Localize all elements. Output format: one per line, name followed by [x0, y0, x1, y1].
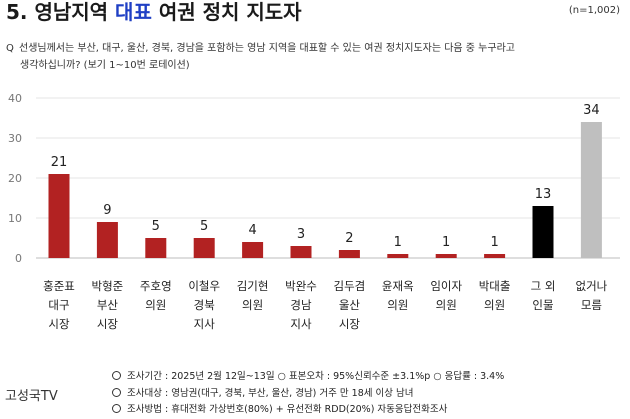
- data-label: 5: [200, 219, 208, 234]
- method-line-1: 조사기간 : 2025년 2월 12일~13일 ○ 표본오차 : 95%신뢰수준…: [112, 369, 504, 386]
- title-suffix: 여권 정치 지도자: [151, 0, 302, 24]
- data-label: 2: [345, 231, 353, 246]
- bar: [435, 254, 457, 258]
- survey-methods: 조사기간 : 2025년 2월 12일~13일 ○ 표본오차 : 95%신뢰수준…: [112, 369, 504, 419]
- data-label: 1: [490, 235, 498, 250]
- bar: [145, 238, 167, 258]
- y-tick-label: 40: [8, 92, 22, 105]
- x-tick-label: 경남: [290, 298, 312, 312]
- bar: [580, 122, 602, 258]
- method-line-3: 조사방법 : 휴대전화 가상번호(80%) + 유선전화 RDD(20%) 자동…: [112, 402, 504, 419]
- x-tick-label: 의원: [484, 298, 505, 312]
- bar: [387, 254, 409, 258]
- x-tick-label: 이철우: [188, 279, 220, 293]
- question-line-1: 선생님께서는 부산, 대구, 울산, 경북, 경남을 포함하는 영남 지역을 대…: [19, 43, 515, 54]
- bar: [484, 254, 506, 258]
- x-tick-label: 부산: [97, 298, 119, 312]
- method-line-2: 조사대상 : 영남권(대구, 경북, 부산, 울산, 경남) 거주 만 18세 …: [112, 386, 504, 403]
- data-label: 9: [103, 203, 111, 218]
- bar: [242, 242, 264, 258]
- x-tick-label: 의원: [242, 298, 263, 312]
- data-label: 34: [583, 103, 600, 118]
- page-title: 5. 영남지역 대표 여권 정치 지도자: [6, 0, 302, 25]
- sample-size: (n=1,002): [568, 5, 620, 16]
- x-tick-label: 의원: [145, 298, 166, 312]
- bullet-circle-icon: [112, 387, 121, 397]
- x-tick-label: 없거나: [576, 279, 608, 293]
- bar: [532, 206, 554, 258]
- data-label: 13: [535, 187, 552, 202]
- x-tick-label: 인물: [532, 298, 553, 312]
- question-line-2: 생각하십니까? (보기 1~10번 로테이션): [20, 60, 190, 71]
- x-tick-label: 의원: [387, 298, 408, 312]
- data-label: 4: [248, 223, 256, 238]
- x-tick-label: 시장: [339, 317, 361, 331]
- data-label: 1: [394, 235, 402, 250]
- x-tick-label: 시장: [97, 317, 119, 331]
- x-tick-label: 대구: [48, 298, 69, 312]
- x-tick-label: 모름: [581, 298, 602, 312]
- data-label: 5: [152, 219, 160, 234]
- y-tick-label: 10: [8, 212, 22, 225]
- y-tick-label: 30: [8, 132, 22, 145]
- x-tick-label: 시장: [48, 317, 70, 331]
- x-tick-label: 박대출: [479, 279, 511, 293]
- y-tick-label: 0: [15, 252, 22, 265]
- x-tick-label: 박완수: [285, 279, 317, 293]
- bar: [96, 222, 118, 258]
- title-highlight: 대표: [115, 0, 152, 24]
- bullet-circle-icon: [112, 404, 121, 413]
- x-tick-label: 임이자: [430, 279, 462, 293]
- title-prefix: 5. 영남지역: [6, 0, 116, 24]
- x-tick-label: 박형준: [92, 279, 124, 293]
- data-label: 1: [442, 235, 450, 250]
- data-label: 21: [51, 155, 68, 170]
- x-tick-label: 주호영: [140, 279, 172, 293]
- data-label: 3: [297, 227, 305, 242]
- bar: [338, 250, 360, 258]
- x-tick-label: 경북: [194, 298, 215, 312]
- bullet-circle-icon: [112, 371, 121, 380]
- bar: [193, 238, 215, 258]
- source-label: 고성국TV: [5, 389, 58, 404]
- bar: [290, 246, 312, 258]
- x-tick-label: 지사: [290, 317, 312, 331]
- question-mark: Q: [6, 43, 14, 54]
- y-tick-label: 20: [8, 172, 22, 185]
- x-tick-label: 김기현: [237, 279, 269, 293]
- x-tick-label: 윤재옥: [382, 279, 414, 293]
- x-tick-label: 지사: [194, 317, 216, 331]
- x-tick-label: 김두겸: [334, 279, 366, 293]
- bar: [48, 174, 70, 258]
- x-tick-label: 의원: [436, 298, 457, 312]
- x-tick-label: 울산: [339, 298, 361, 312]
- x-tick-label: 그 외: [531, 279, 556, 293]
- x-tick-label: 홍준표: [43, 279, 75, 293]
- question-text: Q 선생님께서는 부산, 대구, 울산, 경북, 경남을 포함하는 영남 지역을 …: [6, 40, 624, 74]
